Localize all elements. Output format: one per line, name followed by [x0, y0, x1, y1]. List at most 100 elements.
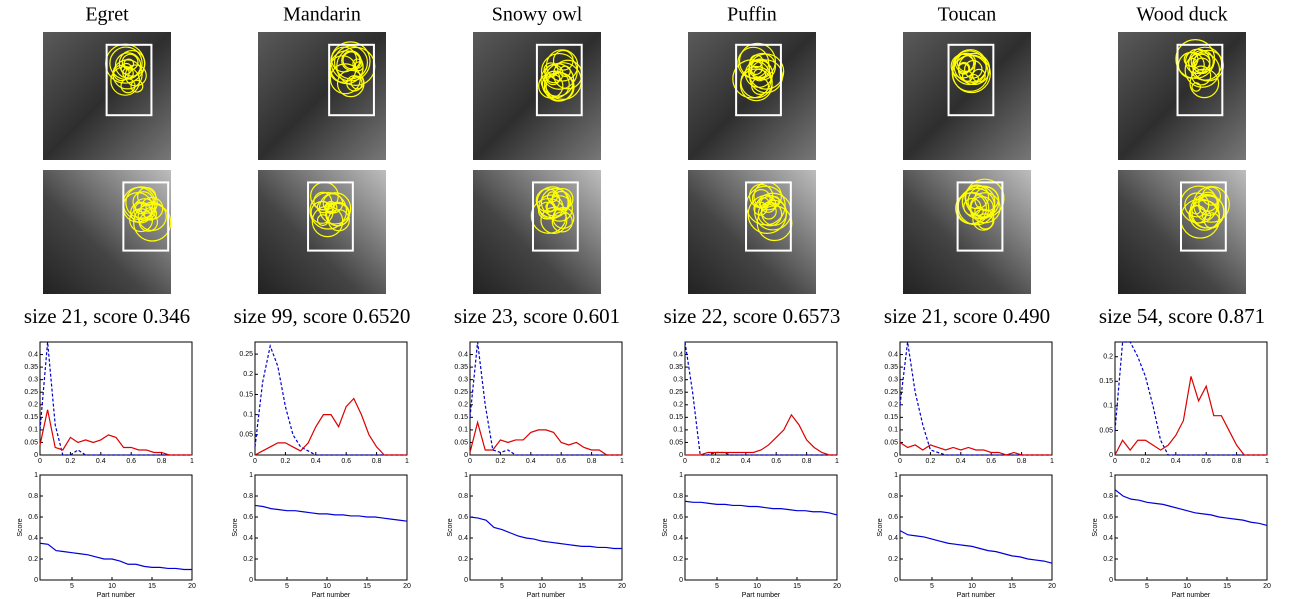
x-tick-label: 5: [715, 583, 719, 590]
y-tick-label: 0.1: [28, 427, 38, 434]
part-circle: [977, 213, 994, 230]
x-tick-label: 15: [363, 583, 371, 590]
y-tick-label: 0.25: [239, 351, 253, 358]
y-tick-label: 0.15: [669, 414, 683, 421]
y-axis-label: Score: [877, 518, 884, 536]
bounding-box: [745, 181, 792, 252]
x-tick-label: 20: [403, 583, 411, 590]
series-line: [254, 397, 407, 456]
y-tick-label: 0.25: [669, 389, 683, 396]
x-tick-label: 0: [253, 458, 257, 465]
x-tick-label: 0.8: [157, 458, 167, 465]
bounding-box: [947, 43, 995, 117]
y-axis-label: Score: [232, 518, 239, 536]
series-line: [39, 542, 192, 571]
x-tick-label: 0.2: [926, 458, 936, 465]
part-circle: [538, 73, 564, 99]
x-tick-label: 20: [188, 583, 196, 590]
y-tick-label: 0.2: [28, 556, 38, 563]
y-tick-label: 0.2: [28, 402, 38, 409]
x-tick-label: 10: [753, 583, 761, 590]
panel-caption: size 99, score 0.6520: [234, 304, 411, 328]
y-tick-label: 0.3: [28, 377, 38, 384]
panel-title: Wood duck: [1136, 4, 1227, 26]
x-tick-label: 0.4: [526, 458, 536, 465]
part-circle: [749, 54, 764, 69]
y-tick-label: 0.6: [1103, 514, 1113, 521]
y-tick-label: 0: [1109, 452, 1113, 459]
y-tick-label: 0.8: [458, 493, 468, 500]
y-tick-label: 1: [679, 472, 683, 479]
x-tick-label: 15: [148, 583, 156, 590]
y-tick-label: 0.2: [673, 402, 683, 409]
y-tick-label: 0.15: [239, 391, 253, 398]
y-tick-label: 0.6: [243, 514, 253, 521]
y-tick-label: 0.4: [243, 535, 253, 542]
y-axis-label: Score: [1092, 518, 1099, 536]
y-tick-label: 0.4: [458, 351, 468, 358]
panel-title: Toucan: [938, 4, 997, 26]
part-circle: [137, 201, 167, 232]
y-tick-label: 0.35: [454, 364, 468, 371]
x-tick-label: 0.2: [66, 458, 76, 465]
y-tick-label: 0.2: [673, 556, 683, 563]
series-line: [899, 441, 1052, 456]
part-circle: [972, 208, 995, 231]
y-axis-label: Score: [662, 518, 669, 536]
y-tick-label: 0.2: [1103, 354, 1113, 361]
y-tick-label: 0.2: [243, 556, 253, 563]
y-tick-label: 0.8: [673, 493, 683, 500]
y-tick-label: 0.4: [673, 351, 683, 358]
y-tick-label: 0: [249, 452, 253, 459]
x-tick-label: 10: [323, 583, 331, 590]
x-tick-label: 0.4: [741, 458, 751, 465]
x-tick-label: 1: [1265, 458, 1269, 465]
y-tick-label: 0.1: [888, 427, 898, 434]
x-tick-label: 0.2: [1141, 458, 1151, 465]
x-tick-label: 0.6: [771, 458, 781, 465]
y-tick-label: 0.25: [24, 389, 38, 396]
photo: [258, 170, 386, 294]
y-tick-label: 0: [34, 577, 38, 584]
series-line: [39, 341, 192, 456]
x-axis-label: Part number: [527, 592, 566, 599]
part-circle: [109, 46, 143, 80]
part-circle: [540, 187, 570, 217]
y-tick-label: 0.05: [454, 439, 468, 446]
plot-frame: [39, 341, 193, 456]
y-tick-label: 0.05: [669, 439, 683, 446]
y-tick-label: 0: [679, 452, 683, 459]
part-circle: [552, 206, 575, 229]
part-circle: [329, 50, 364, 85]
part-circle: [951, 54, 989, 92]
bounding-box: [328, 43, 375, 117]
y-tick-label: 0: [34, 452, 38, 459]
plot-frame: [684, 341, 838, 456]
x-axis-label: Part number: [742, 592, 781, 599]
plot-frame: [469, 341, 623, 456]
bounding-box: [735, 43, 782, 117]
y-tick-label: 0.3: [673, 377, 683, 384]
part-circle: [965, 178, 1005, 219]
bounding-box: [122, 181, 170, 252]
y-tick-label: 0: [249, 577, 253, 584]
series-line: [1114, 489, 1268, 526]
y-tick-label: 0.3: [888, 377, 898, 384]
series-line: [684, 500, 838, 516]
y-tick-label: 0.4: [888, 535, 898, 542]
series-line: [39, 409, 192, 456]
x-tick-label: 20: [618, 583, 626, 590]
part-circle: [1184, 52, 1221, 88]
y-tick-label: 0.6: [888, 514, 898, 521]
y-tick-label: 0.15: [24, 414, 38, 421]
y-tick-label: 0.4: [1103, 535, 1113, 542]
series-line: [469, 516, 622, 550]
x-axis-label: Part number: [1172, 592, 1211, 599]
x-tick-label: 0.6: [556, 458, 566, 465]
y-axis-label: Score: [17, 518, 24, 536]
x-tick-label: 10: [538, 583, 546, 590]
part-circle: [737, 46, 770, 79]
y-tick-label: 0.05: [1099, 427, 1113, 434]
